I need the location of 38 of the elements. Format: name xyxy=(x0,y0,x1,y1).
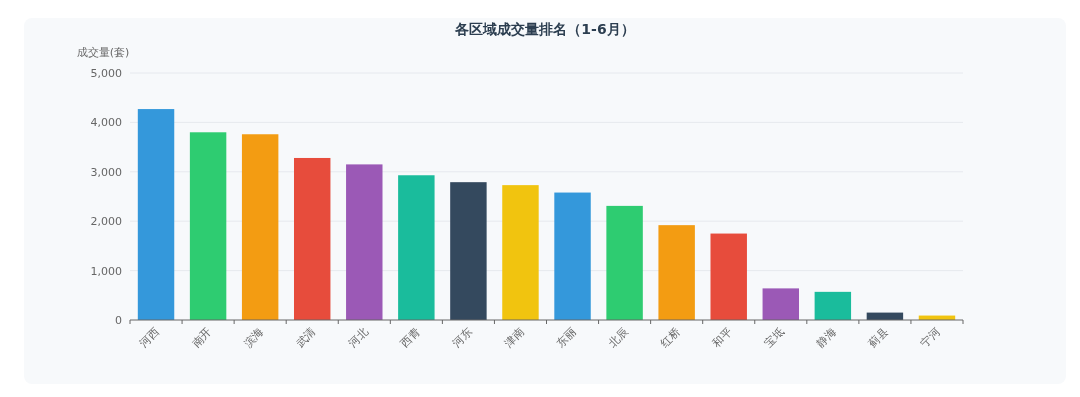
x-tick-label: 红桥 xyxy=(658,324,683,350)
y-tick-label: 0 xyxy=(115,314,122,327)
x-tick-label: 河北 xyxy=(345,324,371,350)
x-tick-label: 东丽 xyxy=(553,324,579,350)
x-tick-label: 河东 xyxy=(449,324,475,350)
y-tick-label: 2,000 xyxy=(90,215,122,229)
x-tick-label: 宝坻 xyxy=(762,324,787,350)
y-tick-label: 3,000 xyxy=(90,165,122,179)
bar xyxy=(294,157,331,320)
y-tick-label: 1,000 xyxy=(90,264,122,278)
x-tick-label: 宁河 xyxy=(918,324,944,350)
bar xyxy=(346,164,383,320)
x-tick-label: 河西 xyxy=(137,324,163,350)
bar xyxy=(502,185,539,320)
bar xyxy=(398,175,435,320)
bar xyxy=(606,205,643,320)
bar xyxy=(137,109,175,320)
bar xyxy=(762,288,799,320)
bar xyxy=(554,192,591,320)
x-tick-label: 津南 xyxy=(501,324,527,350)
x-tick-label: 西青 xyxy=(397,324,423,350)
x-tick-label: 和平 xyxy=(710,324,735,350)
x-tick-label: 北辰 xyxy=(605,324,631,350)
bar xyxy=(189,132,227,320)
bar xyxy=(710,233,747,320)
chart-title: 各区域成交量排名（1-6月） xyxy=(454,21,635,37)
y-tick-label: 5,000 xyxy=(90,67,122,80)
x-tick-label: 静海 xyxy=(814,324,839,350)
x-tick-label: 南开 xyxy=(189,324,215,350)
y-tick-label: 4,000 xyxy=(90,116,122,130)
bar xyxy=(450,182,487,320)
bar xyxy=(658,225,695,320)
bar xyxy=(814,291,852,320)
bar xyxy=(241,134,279,320)
x-tick-label: 武清 xyxy=(293,324,319,350)
x-tick-label: 蓟县 xyxy=(866,324,892,350)
y-axis-title: 成交量(套) xyxy=(76,46,130,59)
x-tick-label: 滨海 xyxy=(241,324,267,350)
